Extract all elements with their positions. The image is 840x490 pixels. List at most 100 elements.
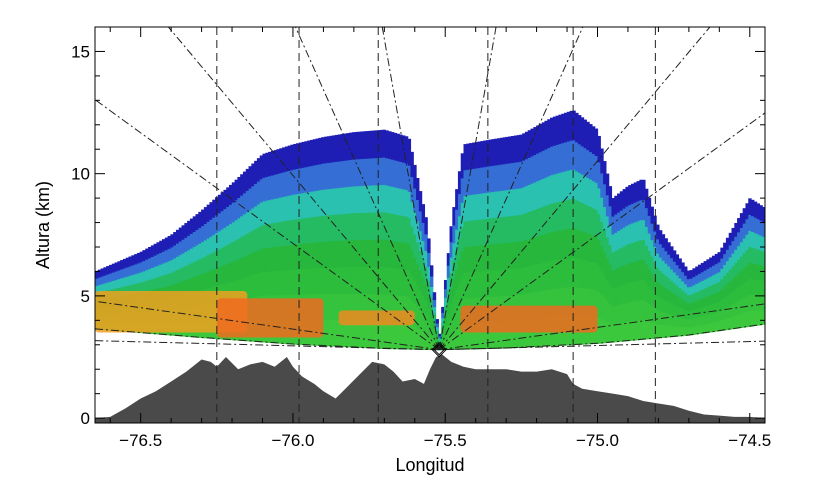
echo-cell <box>686 294 691 304</box>
echo-cell <box>703 270 707 280</box>
echo-cell <box>273 222 278 248</box>
echo-cell <box>547 147 551 177</box>
echo-cell <box>181 225 185 240</box>
echo-cell <box>153 255 158 267</box>
echo-cell <box>388 294 392 322</box>
echo-cell <box>304 141 308 168</box>
echo-cell <box>742 237 747 254</box>
echo-cell <box>692 293 696 302</box>
echo-cell <box>756 203 761 220</box>
echo-cell <box>413 234 417 258</box>
echo-cell <box>276 173 280 199</box>
echo-cell <box>368 157 372 186</box>
echo-cell <box>335 266 339 294</box>
echo-cell <box>416 327 420 350</box>
echo-cell <box>307 268 311 295</box>
echo-cell <box>396 133 400 162</box>
echo-cell <box>497 321 501 349</box>
echo-cell <box>591 262 596 290</box>
echo-cell <box>734 275 738 290</box>
echo-cell <box>639 219 643 241</box>
echo-cell <box>212 251 216 270</box>
echo-cell <box>661 298 666 313</box>
echo-cell <box>550 174 554 204</box>
echo-cell <box>513 268 518 296</box>
echo-cell <box>611 251 615 271</box>
echo-cell <box>326 293 331 321</box>
echo-cell <box>698 273 702 283</box>
echo-cell <box>385 266 389 295</box>
echo-cell <box>759 220 763 236</box>
echo-cell <box>510 215 515 243</box>
echo-cell <box>469 220 473 247</box>
echo-cell <box>471 219 476 247</box>
echo-cell <box>427 252 431 267</box>
echo-cell <box>229 242 233 263</box>
echo-cell <box>561 171 565 202</box>
echo-cell <box>483 140 487 168</box>
echo-cell <box>346 266 350 294</box>
echo-cell <box>731 316 735 330</box>
echo-cell <box>667 265 671 279</box>
echo-cell <box>558 114 562 145</box>
echo-cell <box>427 307 431 323</box>
echo-cell <box>709 294 713 305</box>
echo-cell <box>734 288 738 303</box>
echo-cell <box>566 228 571 259</box>
echo-cell <box>522 186 526 215</box>
echo-cell <box>393 294 398 323</box>
echo-cell <box>251 252 255 276</box>
echo-cell <box>591 180 596 209</box>
echo-cell <box>97 277 102 286</box>
echo-cell <box>164 249 169 263</box>
echo-cell <box>145 280 149 292</box>
echo-cell <box>538 207 543 236</box>
echo-cell <box>642 319 646 340</box>
echo-cell <box>220 192 225 212</box>
echo-cell <box>265 223 269 249</box>
echo-cell <box>457 193 462 217</box>
echo-cell <box>759 294 763 311</box>
echo-cell <box>321 215 325 242</box>
echo-cell <box>678 306 682 318</box>
echo-cell <box>346 159 350 188</box>
echo-cell <box>229 204 233 225</box>
echo-cell <box>485 322 490 350</box>
echo-cell <box>572 286 576 316</box>
echo-cell <box>594 289 599 318</box>
echo-cell <box>700 297 705 308</box>
echo-cell <box>547 204 551 234</box>
echo-cell <box>709 266 713 277</box>
echo-cell <box>681 308 685 318</box>
echo-cell <box>748 246 752 263</box>
echo-cell <box>519 187 523 215</box>
echo-cell <box>678 287 682 298</box>
echo-cell <box>533 236 537 265</box>
echo-cell <box>510 162 515 190</box>
echo-cell <box>290 244 294 270</box>
echo-cell <box>664 300 668 313</box>
echo-cell <box>538 235 543 264</box>
echo-cell <box>748 262 752 279</box>
echo-cell <box>187 264 191 280</box>
echo-cell <box>658 270 663 285</box>
echo-cell <box>519 214 523 242</box>
echo-cell <box>480 270 484 298</box>
echo-cell <box>611 287 615 307</box>
echo-cell <box>399 134 403 162</box>
echo-cell <box>368 185 372 213</box>
echo-cell <box>566 199 571 229</box>
echo-cell <box>396 187 400 215</box>
echo-cell <box>466 143 470 170</box>
echo-cell <box>617 304 621 324</box>
echo-cell <box>709 313 713 324</box>
echo-cell <box>457 326 462 350</box>
echo-cell <box>399 268 403 296</box>
echo-cell <box>499 269 504 297</box>
echo-cell <box>636 319 640 341</box>
echo-cell <box>670 302 674 315</box>
echo-cell <box>527 319 532 348</box>
echo-cell <box>617 267 621 287</box>
echo-cell <box>748 214 752 231</box>
echo-cell <box>552 145 557 175</box>
